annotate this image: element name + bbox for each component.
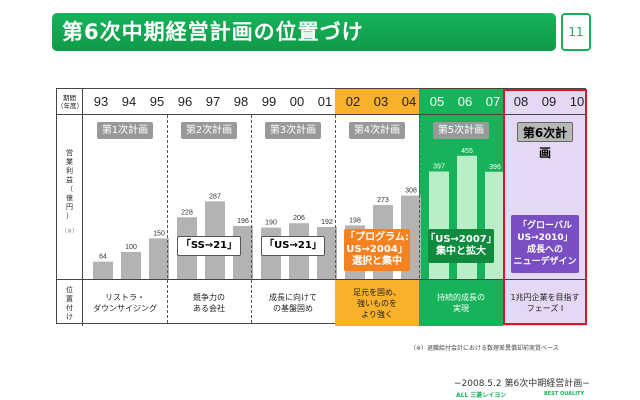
value-label-01: 192	[321, 219, 333, 226]
value-label-96: 228	[181, 209, 193, 216]
plan-label-2: 第2次計画	[181, 122, 237, 139]
footer-text: −2008.5.2 第6次中期経営計画−	[454, 379, 590, 389]
plan-divider	[335, 115, 336, 323]
year-header-1	[83, 89, 167, 115]
position-label: 位 置 付 け	[57, 280, 83, 326]
year-label: 08	[513, 94, 529, 109]
plan-divider	[419, 115, 420, 323]
slogan-logo: BEST QUALITY	[544, 391, 585, 397]
bar-95	[149, 238, 169, 279]
value-label-99: 190	[265, 220, 277, 227]
year-label: 05	[429, 94, 445, 109]
year-label: 96	[177, 94, 193, 109]
value-label-98: 196	[237, 218, 249, 225]
value-label-93: 64	[99, 254, 107, 261]
company-logo: ALL 三菱レイヨン	[456, 392, 507, 399]
value-label-03: 273	[377, 197, 389, 204]
page-title: 第6次中期経営計画の位置づけ	[52, 13, 556, 51]
year-label: 93	[93, 94, 109, 109]
year-header-3	[251, 89, 335, 115]
value-label-00: 206	[293, 215, 305, 222]
bar-94	[121, 251, 141, 279]
profit-axis-label: 営 業 利 益 （ 億 円 ）（※）	[57, 115, 83, 279]
position-note-1: リストラ・ ダウンサイジング	[93, 293, 157, 313]
position-note-3: 成長に向けて の基盤固め	[269, 293, 317, 313]
plan-callout-3: 「US→21」	[261, 236, 325, 256]
value-label-95: 150	[153, 230, 165, 237]
plan-divider	[251, 115, 252, 323]
year-label: 07	[485, 94, 501, 109]
page-number: 11	[561, 13, 591, 51]
year-label: 02	[345, 94, 361, 109]
bar-93	[93, 261, 113, 279]
plan-label-6: 第6次計画	[517, 122, 573, 160]
plan-divider	[167, 115, 168, 323]
position-note-2: 競争力の ある会社	[193, 293, 225, 313]
position-note-5: 持続的成長の 実現	[419, 280, 503, 326]
plan-label-5: 第5次計画	[433, 122, 489, 139]
value-label-04: 308	[405, 188, 417, 195]
year-header-2	[167, 89, 251, 115]
year-label: 04	[401, 94, 417, 109]
value-label-97: 287	[209, 193, 221, 200]
year-header-6	[503, 89, 587, 115]
year-label: 06	[457, 94, 473, 109]
plan-callout-4: 「プログラム: US→2004」 選択と集中	[344, 229, 410, 271]
year-label: 09	[541, 94, 557, 109]
value-label-94: 100	[125, 244, 137, 251]
year-label: 99	[261, 94, 277, 109]
position-note-6: 1兆円企業を目指す フェーズ Ⅰ	[503, 280, 587, 326]
plan6-highlight-frame	[503, 89, 587, 325]
chart-table: 64 100 150 228 287 196 190 206 192 198 273 308 397 45…	[56, 88, 587, 326]
year-label: 00	[289, 94, 305, 109]
year-label: 97	[205, 94, 221, 109]
year-header-4	[335, 89, 419, 115]
plan-callout-5: 「US→2007」 集中と拡大	[425, 229, 497, 263]
plan-callout-2: 「SS→21」	[177, 236, 241, 256]
year-label: 94	[121, 94, 137, 109]
year-header-5	[419, 89, 503, 115]
year-label: 01	[317, 94, 333, 109]
value-label-07: 396	[489, 164, 501, 171]
year-label: 10	[569, 94, 585, 109]
year-label: 95	[149, 94, 165, 109]
footnote: （※）退職給付会計における数理差異償却前実質ベース	[410, 345, 559, 352]
value-label-05: 397	[433, 163, 445, 170]
profit-axis-note: （※）	[60, 228, 79, 235]
year-label: 03	[373, 94, 389, 109]
value-label-02: 198	[349, 217, 361, 224]
position-row: 位 置 付 けリストラ・ ダウンサイジング 競争力の ある会社 成長に向けて の基盤…	[57, 279, 587, 326]
year-label: 98	[233, 94, 249, 109]
plan-callout-6: 「グローバル US→2010」 成長への ニューデザイン	[511, 215, 579, 273]
plan-label-1: 第1次計画	[97, 122, 153, 139]
position-note-4: 足元を固め、 強いものを より強く	[335, 280, 419, 326]
plan-label-3: 第3次計画	[265, 122, 321, 139]
value-label-06: 455	[461, 148, 473, 155]
period-label: 期間 （年度）	[57, 89, 83, 115]
plan-label-4: 第4次計画	[349, 122, 405, 139]
